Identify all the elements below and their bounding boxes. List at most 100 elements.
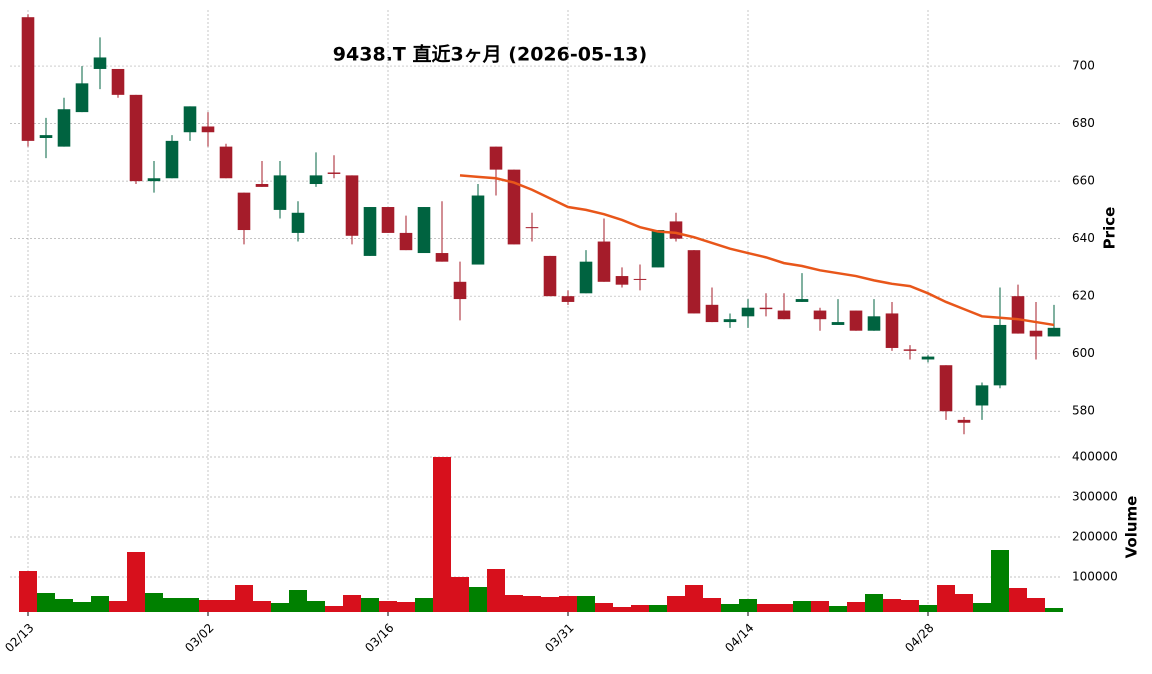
volume-bar [343, 595, 361, 612]
volume-bar [757, 604, 775, 612]
volume-bar [847, 602, 865, 612]
volume-bar [937, 585, 955, 612]
candle-body [327, 172, 341, 174]
y-tick-label: 600 [1072, 346, 1095, 360]
volume-bar [109, 601, 127, 612]
candle-body [723, 319, 737, 323]
candle-body [921, 356, 935, 360]
volume-bar [973, 603, 991, 612]
volume-bar [919, 605, 937, 612]
volume-bar [307, 601, 325, 612]
volume-bar [19, 571, 37, 612]
candle-body [291, 212, 305, 233]
candle-body [399, 232, 413, 251]
candle-body [507, 169, 521, 245]
candle-body [39, 135, 53, 138]
candle-body [615, 276, 629, 285]
candle-body [597, 241, 611, 282]
candle-body [525, 227, 539, 229]
volume-bar [1009, 588, 1027, 612]
candle-body [939, 365, 953, 412]
y-tick-label: 580 [1072, 404, 1095, 418]
volume-bar [235, 585, 253, 612]
candle-body [57, 109, 71, 147]
candle-body [183, 106, 197, 133]
volume-bar [523, 596, 541, 612]
candle-body [129, 94, 143, 182]
volume-bar [181, 598, 199, 612]
candle-body [849, 310, 863, 331]
volume-bar [1045, 608, 1063, 612]
volume-bar [613, 607, 631, 612]
volume-bar [649, 605, 667, 612]
volume-bar [685, 585, 703, 612]
volume-bar [253, 601, 271, 612]
x-tick-label: 04/28 [902, 621, 936, 655]
volume-bar [829, 606, 847, 612]
volume-bar [451, 577, 469, 612]
volume-bar [487, 569, 505, 612]
candle-body [669, 221, 683, 239]
volume-bar [739, 599, 757, 612]
volume-bar [289, 590, 307, 612]
volume-bar [721, 604, 739, 612]
volume-bar [793, 601, 811, 612]
volume-bar [559, 596, 577, 612]
candle-body [1011, 296, 1025, 334]
candle-body [1029, 330, 1043, 337]
volume-bar [379, 601, 397, 612]
y-axis-label: Price [1101, 207, 1119, 250]
volume-bar [91, 596, 109, 612]
volume-bar [199, 600, 217, 612]
y-tick-label: 680 [1072, 116, 1095, 130]
volume-bar [631, 605, 649, 612]
candle-body [903, 349, 917, 351]
candle-body [417, 207, 431, 254]
moving-average-line [459, 174, 1055, 327]
candle-body [993, 324, 1007, 386]
volume-bar [883, 599, 901, 612]
volume-bar [397, 602, 415, 612]
y-tick-label: 660 [1072, 174, 1095, 188]
volume-bar [577, 596, 595, 612]
volume-bar [901, 600, 919, 612]
x-tick-label: 04/14 [722, 621, 756, 655]
candle-body [975, 385, 989, 406]
volume-bar [325, 606, 343, 612]
volume-bar [991, 550, 1009, 612]
volume-bar [595, 603, 613, 612]
candle-body [75, 83, 89, 113]
candle-body [381, 207, 395, 233]
candle-body [687, 250, 701, 314]
candle-body [561, 296, 575, 302]
candle-body [255, 184, 269, 187]
candle-body [795, 299, 809, 302]
volume-tick-label: 200000 [1072, 530, 1118, 544]
volume-axis-label: Volume [1123, 496, 1141, 559]
candle-body [237, 192, 251, 231]
candle-body [21, 17, 35, 141]
candle-body [957, 419, 971, 423]
candle-body [831, 322, 845, 325]
volume-bar [37, 593, 55, 612]
candle-body [345, 175, 359, 236]
candle-body [741, 307, 755, 317]
volume-bar [667, 596, 685, 612]
volume-bar [271, 603, 289, 612]
volume-bar [955, 594, 973, 612]
chart-title: 9438.T 直近3ヶ月 (2026-05-13) [333, 43, 647, 66]
candle-body [111, 68, 125, 95]
candle-body [219, 146, 233, 179]
y-tick-label: 700 [1072, 59, 1095, 73]
volume-bar [703, 598, 721, 612]
candle-body [705, 304, 719, 323]
x-tick-label: 03/31 [542, 621, 576, 655]
x-tick-label: 02/13 [2, 621, 36, 655]
candle-body [93, 57, 107, 69]
volume-tick-label: 300000 [1072, 490, 1118, 504]
candle-body [435, 253, 449, 262]
candle-body [309, 175, 323, 185]
x-tick-label: 03/02 [182, 621, 216, 655]
volume-bar [469, 587, 487, 612]
